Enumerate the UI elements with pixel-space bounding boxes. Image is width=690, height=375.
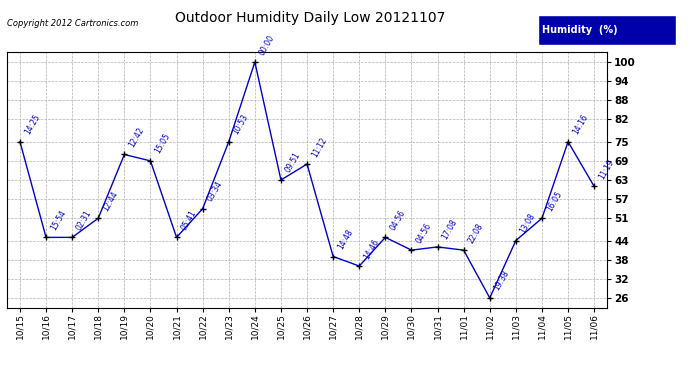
Text: 04:56: 04:56: [388, 208, 407, 232]
Text: 14:25: 14:25: [23, 113, 41, 136]
Text: 11:19: 11:19: [597, 158, 615, 181]
Text: 12:44: 12:44: [101, 189, 119, 213]
Text: 15:54: 15:54: [49, 209, 68, 232]
Text: 13:08: 13:08: [519, 211, 538, 235]
Text: 04:56: 04:56: [414, 221, 433, 245]
Text: 12:42: 12:42: [127, 126, 146, 149]
Text: 16:05: 16:05: [544, 189, 564, 213]
Text: 14:16: 14:16: [571, 113, 589, 136]
Text: 05:41: 05:41: [179, 209, 198, 232]
Text: 17:08: 17:08: [440, 218, 459, 242]
Text: 09:51: 09:51: [284, 151, 302, 174]
Text: 02:31: 02:31: [75, 209, 94, 232]
Text: 00:00: 00:00: [257, 33, 277, 57]
Text: 14:46: 14:46: [362, 237, 381, 261]
Text: 10:53: 10:53: [232, 113, 250, 136]
Text: 11:12: 11:12: [310, 135, 328, 159]
Text: Copyright 2012 Cartronics.com: Copyright 2012 Cartronics.com: [7, 19, 138, 28]
Text: Outdoor Humidity Daily Low 20121107: Outdoor Humidity Daily Low 20121107: [175, 11, 446, 25]
Text: 14:48: 14:48: [336, 228, 355, 251]
Text: 15:05: 15:05: [153, 132, 172, 155]
Text: 22:08: 22:08: [466, 221, 485, 245]
Text: 03:34: 03:34: [206, 180, 224, 203]
Text: Humidity  (%): Humidity (%): [542, 25, 618, 35]
Text: 19:38: 19:38: [493, 269, 511, 292]
